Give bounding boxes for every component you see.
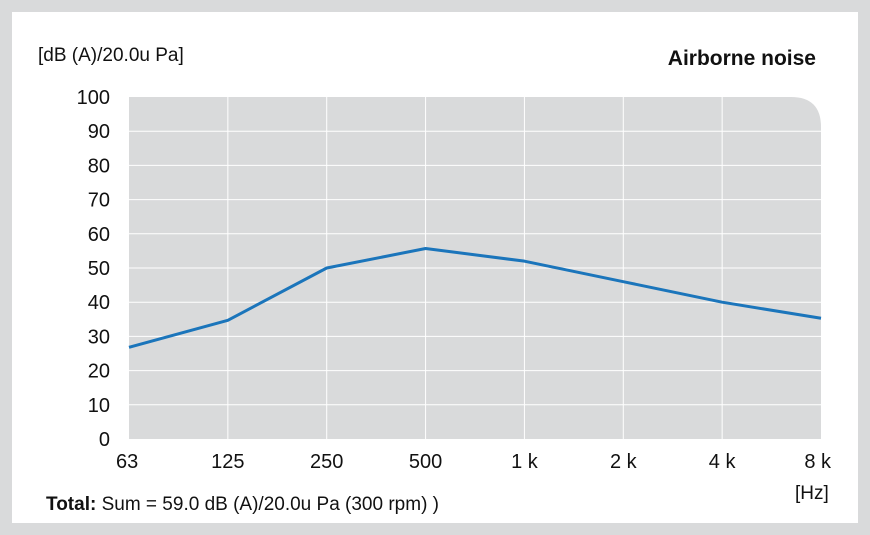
series-line (128, 247, 822, 349)
y-tick-label: 60 (88, 224, 110, 246)
y-tick-label: 70 (88, 190, 110, 212)
total-value: Sum = 59.0 dB (A)/20.0u Pa (300 rpm) ) (96, 494, 439, 515)
y-tick-label: 40 (88, 292, 110, 314)
y-tick-label: 80 (88, 155, 110, 177)
x-tick-label: 250 (310, 451, 343, 473)
x-tick-label: 500 (409, 451, 442, 473)
chart-title: Airborne noise (667, 47, 816, 70)
x-tick-label: 4 k (709, 451, 737, 473)
x-tick-label: 2 k (610, 451, 638, 473)
y-tick-label: 10 (88, 395, 110, 417)
y-tick-label: 90 (88, 121, 110, 143)
x-tick-label: 63 (116, 451, 138, 473)
y-tick-label: 20 (88, 361, 110, 383)
y-tick-label: 50 (88, 258, 110, 280)
grid-lines (129, 97, 821, 439)
x-axis-unit-label: [Hz] (795, 483, 829, 504)
x-tick-labels: 63 125 250 500 1 k 2 k 4 k 8 k (116, 451, 832, 473)
y-tick-label: 30 (88, 326, 110, 348)
x-tick-label: 125 (211, 451, 244, 473)
y-tick-label: 0 (99, 429, 110, 451)
y-axis-unit-label: [dB (A)/20.0u Pa] (38, 45, 184, 66)
total-label: Total: (46, 494, 97, 515)
y-tick-label: 100 (77, 87, 110, 109)
x-tick-label: 1 k (511, 451, 539, 473)
total-summary: Total: Sum = 59.0 dB (A)/20.0u Pa (300 r… (46, 494, 439, 516)
x-tick-label: 8 k (804, 451, 832, 473)
